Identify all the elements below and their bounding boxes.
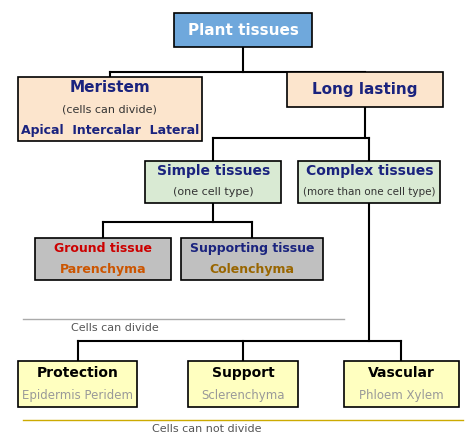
Text: Ground tissue: Ground tissue (54, 242, 152, 255)
Text: Long lasting: Long lasting (312, 82, 418, 97)
Text: Cells can not divide: Cells can not divide (152, 424, 261, 434)
Text: Supporting tissue: Supporting tissue (190, 242, 314, 255)
FancyBboxPatch shape (35, 238, 171, 280)
Text: Plant tissues: Plant tissues (188, 23, 299, 38)
FancyBboxPatch shape (344, 361, 459, 408)
Text: Protection: Protection (36, 366, 118, 380)
Text: Cells can divide: Cells can divide (71, 323, 158, 333)
Text: Support: Support (211, 366, 274, 380)
Text: Complex tissues: Complex tissues (306, 164, 433, 179)
Text: Meristem: Meristem (69, 81, 150, 95)
FancyBboxPatch shape (298, 161, 440, 203)
Text: Vascular: Vascular (368, 366, 435, 380)
Text: Epidermis Peridem: Epidermis Peridem (22, 389, 133, 402)
FancyBboxPatch shape (174, 13, 312, 47)
Text: Sclerenchyma: Sclerenchyma (201, 389, 285, 402)
Text: Parenchyma: Parenchyma (60, 263, 146, 276)
Text: Apical  Intercalar  Lateral: Apical Intercalar Lateral (21, 124, 199, 137)
FancyBboxPatch shape (146, 161, 281, 203)
FancyBboxPatch shape (18, 361, 137, 408)
Text: (cells can divide): (cells can divide) (63, 104, 157, 114)
Text: Colenchyma: Colenchyma (210, 263, 295, 276)
FancyBboxPatch shape (181, 238, 323, 280)
FancyBboxPatch shape (287, 72, 443, 107)
Text: Simple tissues: Simple tissues (156, 164, 270, 179)
Text: Phloem Xylem: Phloem Xylem (359, 389, 444, 402)
FancyBboxPatch shape (188, 361, 298, 408)
Text: (more than one cell type): (more than one cell type) (303, 187, 436, 197)
Text: (one cell type): (one cell type) (173, 187, 254, 197)
FancyBboxPatch shape (18, 78, 201, 141)
